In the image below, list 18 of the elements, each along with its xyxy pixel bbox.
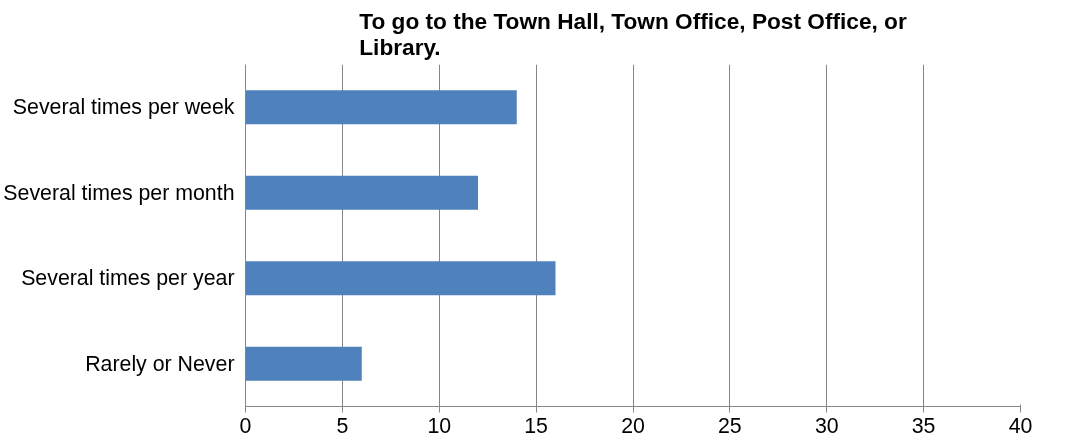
x-tick-label: 0 [239, 413, 252, 438]
y-tick-label: Several times per month [3, 180, 235, 205]
bar [245, 90, 517, 125]
x-tick-label: 20 [621, 413, 645, 438]
x-tick-label: 35 [911, 413, 936, 438]
x-tick-label: 25 [718, 413, 742, 438]
x-tick-label: 30 [814, 413, 839, 438]
x-tick-label: 15 [524, 413, 548, 438]
y-tick-label: Rarely or Never [85, 351, 235, 376]
bar [245, 175, 478, 210]
y-tick-label: Several times per year [21, 266, 235, 291]
y-tick-label: Several times per week [12, 95, 235, 120]
x-tick-label: 10 [427, 413, 452, 438]
bar [245, 261, 556, 296]
x-tick-label: 5 [336, 413, 349, 438]
bar [245, 346, 362, 381]
x-tick-label: 40 [1008, 413, 1033, 438]
chart-title: To go to the Town Hall, Town Office, Post Office, or Library. [359, 7, 907, 60]
